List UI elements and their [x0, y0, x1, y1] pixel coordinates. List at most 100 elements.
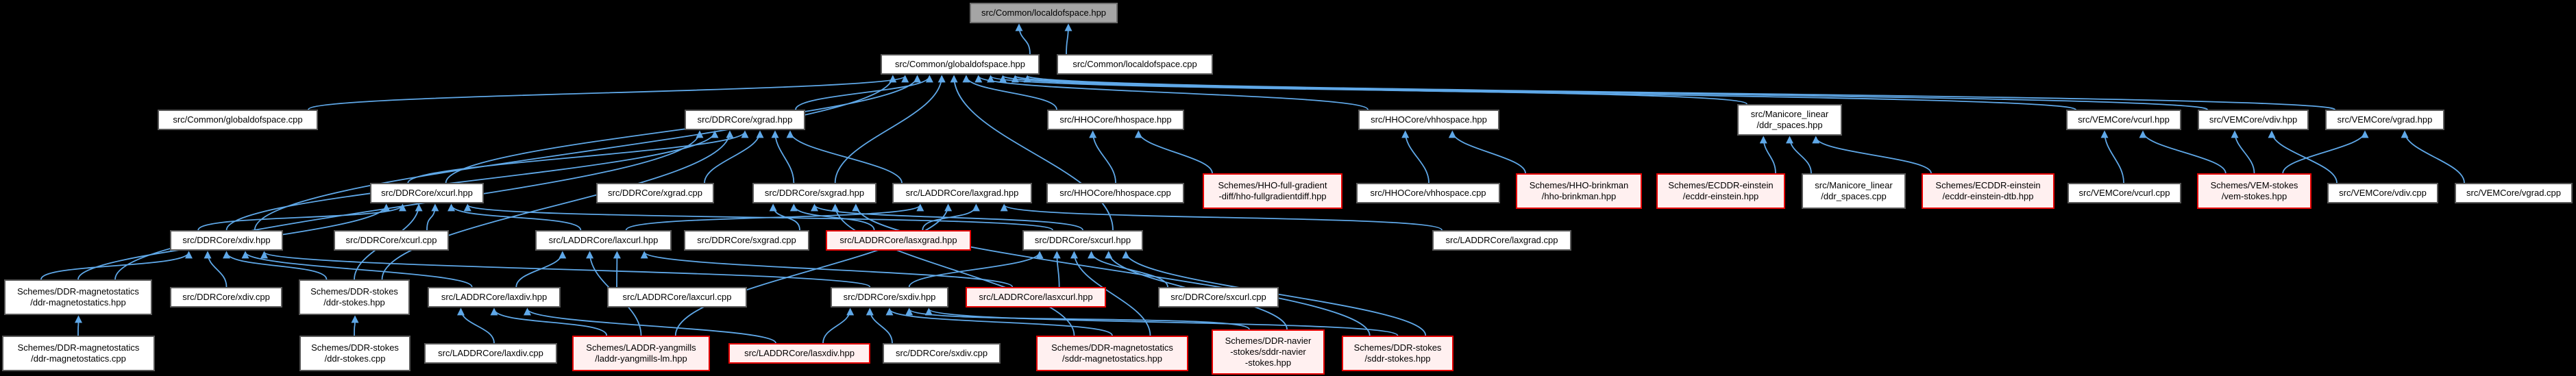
include-edge: [426, 203, 439, 231]
include-edge: [771, 130, 795, 184]
graph-node-xgrad-hpp[interactable]: src/DDRCore/xgrad.hpp: [685, 110, 805, 130]
include-edge: [625, 203, 924, 231]
graph-node-label: src/Manicore_linear /ddr_spaces.hpp: [1750, 109, 1829, 130]
graph-node-laxcurl-cpp[interactable]: src/LADDRCore/laxcurl.cpp: [607, 287, 747, 308]
graph-node-label: src/DDRCore/sxcurl.cpp: [1170, 292, 1266, 302]
graph-node-xdiv-hpp[interactable]: src/DDRCore/xdiv.hpp: [170, 230, 283, 251]
include-edge: [2100, 130, 2124, 184]
graph-node-sxdiv-cpp[interactable]: src/DDRCore/sxdiv.cpp: [883, 343, 1001, 364]
graph-node-ddr-spaces-hpp[interactable]: src/Manicore_linear /ddr_spaces.hpp: [1737, 104, 1842, 136]
graph-node-label: src/VEMCore/vcurl.cpp: [2078, 188, 2170, 198]
graph-node-label: src/LADDRCore/lasxdiv.hpp: [744, 348, 855, 358]
graph-node-lasxgrad-hpp[interactable]: src/LADDRCore/lasxgrad.hpp: [826, 230, 971, 251]
include-edge: [1401, 130, 1430, 184]
graph-node-vhhospace-hpp[interactable]: src/HHOCore/vhhospace.hpp: [1358, 110, 1499, 130]
graph-node-vcurl-hpp[interactable]: src/VEMCore/vcurl.hpp: [2066, 110, 2181, 130]
include-edge: [515, 251, 567, 288]
graph-node-sxdiv-hpp[interactable]: src/DDRCore/sxdiv.hpp: [831, 287, 948, 308]
graph-node-label: src/Common/localdofspace.cpp: [1072, 59, 1197, 69]
graph-node-ecddr-einstein-dtb-hpp[interactable]: Schemes/ECDDR-einstein /ecddr-einstein-d…: [1922, 173, 2054, 209]
include-edge: [225, 130, 719, 231]
include-edge: [1000, 203, 1443, 231]
graph-node-ddr-stokes-hpp[interactable]: Schemes/DDR-stokes /ddr-stokes.hpp: [299, 279, 410, 315]
include-edge: [1812, 136, 1932, 174]
graph-node-label: Schemes/ECDDR-einstein /ecddr-einstein.h…: [1668, 180, 1774, 201]
include-edge: [1448, 130, 1526, 174]
include-edge: [786, 130, 903, 184]
graph-node-label: src/LADDRCore/laxdiv.cpp: [438, 348, 543, 358]
graph-node-globaldofspace-cpp[interactable]: src/Common/globaldofspace.cpp: [158, 110, 318, 130]
graph-node-label: src/VEMCore/vgrad.cpp: [2466, 188, 2561, 198]
include-edge: [885, 308, 1113, 336]
graph-node-vgrad-hpp[interactable]: src/VEMCore/vgrad.hpp: [2325, 110, 2444, 130]
graph-node-vgrad-cpp[interactable]: src/VEMCore/vgrad.cpp: [2455, 183, 2573, 203]
graph-node-sddr-navier-stokes-hpp[interactable]: Schemes/DDR-navier -stokes/sddr-navier -…: [1212, 329, 1325, 375]
include-edge: [40, 251, 193, 280]
include-edge: [457, 308, 495, 344]
include-edge: [974, 75, 1369, 110]
graph-node-laxdiv-cpp[interactable]: src/LADDRCore/laxdiv.cpp: [424, 343, 557, 364]
graph-node-xcurl-hpp[interactable]: src/DDRCore/xcurl.hpp: [370, 183, 484, 203]
graph-node-laddr-yangmills-lm-hpp[interactable]: Schemes/LADDR-yangmills /laddr-yangmills…: [572, 336, 710, 371]
graph-node-label: Schemes/DDR-magnetostatics /ddr-magnetos…: [17, 342, 140, 364]
graph-node-ecddr-einstein-hpp[interactable]: Schemes/ECDDR-einstein /ecddr-einstein.h…: [1656, 173, 1785, 209]
graph-node-vem-stokes-hpp[interactable]: Schemes/VEM-stokes /vem-stokes.hpp: [2197, 173, 2311, 209]
include-edge: [795, 75, 933, 110]
graph-node-label: src/LADDRCore/laxcurl.hpp: [548, 235, 659, 245]
graph-node-label: src/HHOCore/vhhospace.hpp: [1371, 114, 1487, 125]
include-edge: [351, 315, 359, 336]
graph-node-hhospace-cpp[interactable]: src/HHOCore/hhospace.cpp: [1046, 183, 1184, 203]
include-edge: [962, 75, 1057, 110]
graph-node-label: src/HHOCore/hhospace.hpp: [1059, 114, 1172, 125]
include-edge: [640, 251, 1014, 288]
graph-node-lasxcurl-hpp[interactable]: src/LADDRCore/lasxcurl.hpp: [966, 287, 1106, 308]
graph-node-label: src/DDRCore/sxdiv.hpp: [843, 292, 936, 302]
graph-node-sxcurl-hpp[interactable]: src/DDRCore/sxcurl.hpp: [1022, 230, 1143, 251]
graph-node-xgrad-cpp[interactable]: src/DDRCore/xgrad.cpp: [596, 183, 714, 203]
graph-node-vcurl-cpp[interactable]: src/VEMCore/vcurl.cpp: [2068, 183, 2181, 203]
graph-node-vhhospace-cpp[interactable]: src/HHOCore/vhhospace.cpp: [1356, 183, 1500, 203]
graph-node-sddr-stokes-hpp[interactable]: Schemes/DDR-stokes /sddr-stokes.hpp: [1342, 336, 1453, 371]
include-edge: [381, 130, 734, 280]
graph-node-vdiv-hpp[interactable]: src/VEMCore/vdiv.hpp: [2198, 110, 2309, 130]
graph-node-label: src/LADDRCore/laxgrad.hpp: [905, 188, 1019, 198]
graph-node-lasxdiv-hpp[interactable]: src/LADDRCore/lasxdiv.hpp: [728, 343, 870, 364]
graph-node-ddr-magnetostatics-hpp[interactable]: Schemes/DDR-magnetostatics /ddr-magnetos…: [4, 279, 152, 315]
graph-node-label: Schemes/HHO-brinkman /hho-brinkman.hpp: [1529, 180, 1629, 201]
graph-node-localdofspace-cpp[interactable]: src/Common/localdofspace.cpp: [1057, 54, 1213, 75]
include-edge: [834, 75, 946, 184]
include-edge: [925, 308, 1399, 336]
graph-node-laxdiv-hpp[interactable]: src/LADDRCore/laxdiv.hpp: [428, 287, 561, 308]
graph-node-ddr-magnetostatics-cpp[interactable]: Schemes/DDR-magnetostatics /ddr-magnetos…: [2, 336, 155, 371]
graph-node-laxgrad-hpp[interactable]: src/LADDRCore/laxgrad.hpp: [892, 183, 1032, 203]
include-edge: [905, 308, 1250, 330]
graph-node-hho-brinkman-hpp[interactable]: Schemes/HHO-brinkman /hho-brinkman.hpp: [1516, 173, 1642, 209]
include-edge: [2401, 130, 2465, 184]
include-edge: [1134, 130, 1213, 174]
graph-node-label: src/DDRCore/sxdiv.cpp: [895, 348, 988, 358]
graph-node-label: src/DDRCore/sxcurl.hpp: [1034, 235, 1131, 245]
graph-node-ddr-spaces-cpp[interactable]: src/Manicore_linear /ddr_spaces.cpp: [1802, 173, 1906, 209]
graph-node-sxcurl-cpp[interactable]: src/DDRCore/sxcurl.cpp: [1158, 287, 1279, 308]
graph-node-label: src/Manicore_linear /ddr_spaces.cpp: [1815, 180, 1893, 201]
graph-node-vdiv-cpp[interactable]: src/VEMCore/vdiv.cpp: [2327, 183, 2438, 203]
graph-node-ddr-stokes-cpp[interactable]: Schemes/DDR-stokes /ddr-stokes.cpp: [299, 336, 410, 371]
graph-node-laxcurl-hpp[interactable]: src/LADDRCore/laxcurl.hpp: [535, 230, 672, 251]
graph-node-globaldofspace-hpp[interactable]: src/Common/globaldofspace.hpp: [881, 54, 1040, 75]
graph-node-laxgrad-cpp[interactable]: src/LADDRCore/laxgrad.cpp: [1432, 230, 1571, 251]
graph-node-hhospace-hpp[interactable]: src/HHOCore/hhospace.hpp: [1047, 110, 1184, 130]
graph-node-label: Schemes/DDR-magnetostatics /sddr-magneto…: [1051, 342, 1173, 364]
graph-node-sddr-magnetostatics-hpp[interactable]: Schemes/DDR-magnetostatics /sddr-magneto…: [1036, 336, 1188, 371]
graph-node-xcurl-cpp[interactable]: src/DDRCore/xcurl.cpp: [334, 230, 449, 251]
graph-node-label: src/VEMCore/vcurl.hpp: [2078, 114, 2170, 125]
graph-node-sxgrad-hpp[interactable]: src/DDRCore/sxgrad.hpp: [752, 183, 876, 203]
graph-node-sxgrad-cpp[interactable]: src/DDRCore/sxgrad.cpp: [684, 230, 809, 251]
graph-node-label: Schemes/VEM-stokes /vem-stokes.hpp: [2210, 180, 2298, 201]
graph-node-label: Schemes/HHO-full-gradient -diff/hho-full…: [1218, 180, 1327, 201]
graph-node-hho-fullgradientdiff-hpp[interactable]: Schemes/HHO-full-gradient -diff/hho-full…: [1203, 173, 1342, 209]
include-edge: [789, 203, 875, 231]
graph-node-label: src/LADDRCore/laxcurl.cpp: [622, 292, 732, 302]
graph-node-localdofspace-hpp[interactable]: src/Common/localdofspace.hpp: [970, 3, 1118, 23]
graph-node-xdiv-cpp[interactable]: src/DDRCore/xdiv.cpp: [170, 287, 282, 308]
